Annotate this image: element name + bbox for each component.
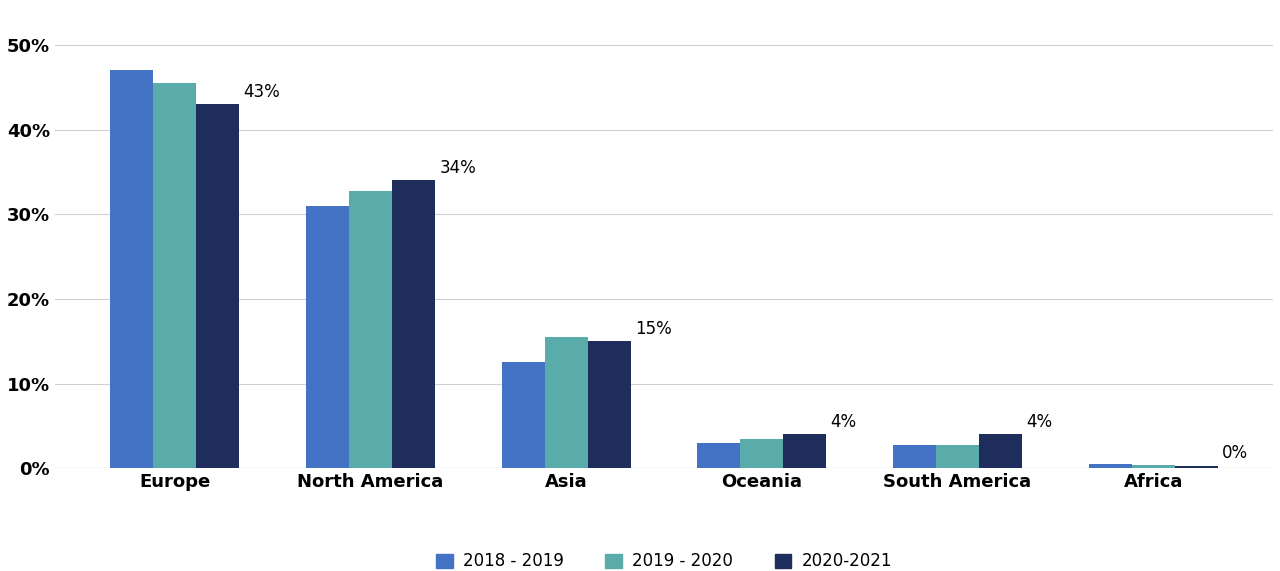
Bar [783,435,827,468]
Bar [979,435,1021,468]
Bar [349,191,392,468]
Bar [154,83,196,468]
Bar [196,104,239,468]
Text: 34%: 34% [439,159,476,177]
Text: 15%: 15% [635,320,672,338]
Bar [545,337,588,468]
Text: 4%: 4% [831,413,856,431]
Bar [502,363,545,468]
Bar [588,341,631,468]
Bar [936,444,979,468]
Bar [1175,466,1217,468]
Bar [306,206,349,468]
Text: 43%: 43% [243,83,280,101]
Bar [1132,465,1175,468]
Bar [392,180,435,468]
Text: 0%: 0% [1222,444,1248,463]
Bar [698,443,740,468]
Legend: 2018 - 2019, 2019 - 2020, 2020-2021: 2018 - 2019, 2019 - 2020, 2020-2021 [430,546,899,571]
Bar [740,440,783,468]
Text: 4%: 4% [1027,413,1052,431]
Bar [110,70,154,468]
Bar [893,445,936,468]
Bar [1088,464,1132,468]
